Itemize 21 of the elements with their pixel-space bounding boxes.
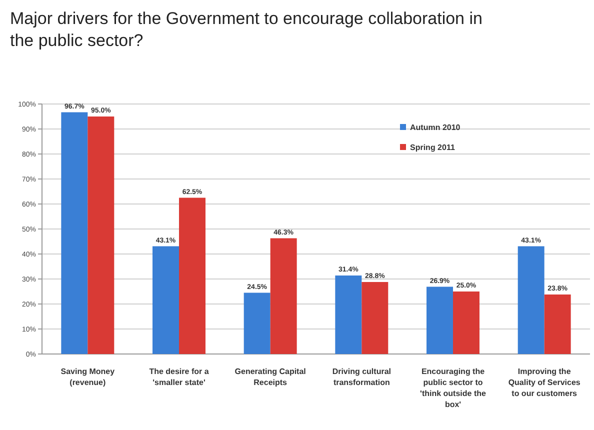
x-tick-label: Generating Capital Receipts — [234, 367, 306, 387]
bar — [453, 292, 480, 354]
bar — [544, 294, 571, 354]
bar — [362, 282, 388, 354]
bar — [335, 276, 362, 354]
bar — [179, 198, 206, 354]
x-tick-label: Saving Money (revenue) — [60, 367, 116, 387]
bar — [152, 246, 179, 354]
x-tick-label: Improving the Quality of Services to our customers — [508, 367, 581, 398]
bar — [61, 112, 88, 354]
bar — [426, 286, 453, 354]
bar — [88, 116, 114, 354]
chart-title: Major drivers for the Government to encourage collaboration in the public sector? — [10, 9, 482, 50]
x-tick-label: The desire for a 'smaller state' — [149, 367, 210, 387]
legend-label: Spring 2011 — [410, 143, 456, 152]
bar — [518, 246, 544, 354]
x-tick-label: Driving cultural transformation — [332, 367, 392, 387]
bar — [270, 238, 297, 354]
bar — [244, 292, 270, 354]
x-tick-label: Encouraging the public sector to 'think outside the box' — [420, 367, 486, 409]
legend-label: Autumn 2010 — [410, 123, 461, 132]
